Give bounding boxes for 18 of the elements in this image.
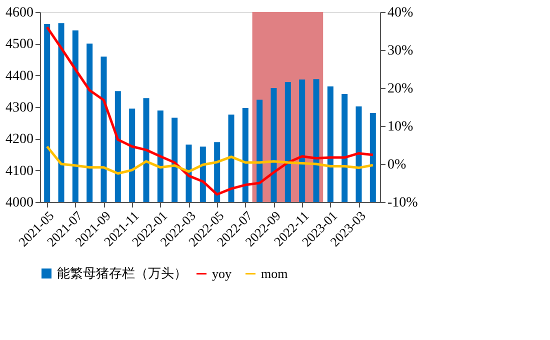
y2-tick-label: 40% bbox=[388, 6, 414, 20]
y2-tick-label: 0% bbox=[388, 158, 406, 172]
y2-tick-label: -10% bbox=[388, 196, 418, 210]
y2-tick-label: 10% bbox=[388, 120, 414, 134]
y2-tick-label: 20% bbox=[388, 82, 414, 96]
y-tick-label: 4300 bbox=[6, 100, 34, 116]
legend-label: 能繁母猪存栏（万头） bbox=[57, 266, 187, 280]
y-tick-label: 4600 bbox=[6, 6, 34, 20]
line-series bbox=[46, 145, 374, 175]
line-series bbox=[46, 26, 374, 196]
y-tick-label: 4500 bbox=[6, 37, 34, 52]
y-tick-label: 4200 bbox=[6, 132, 34, 148]
y-tick-label: 4400 bbox=[6, 68, 34, 84]
y-tick-label: 4100 bbox=[6, 164, 34, 179]
y2-tick-label: 30% bbox=[388, 44, 414, 58]
legend-label: yoy bbox=[212, 266, 232, 281]
legend-label: mom bbox=[261, 266, 288, 281]
y-tick-label: 4000 bbox=[6, 196, 34, 210]
